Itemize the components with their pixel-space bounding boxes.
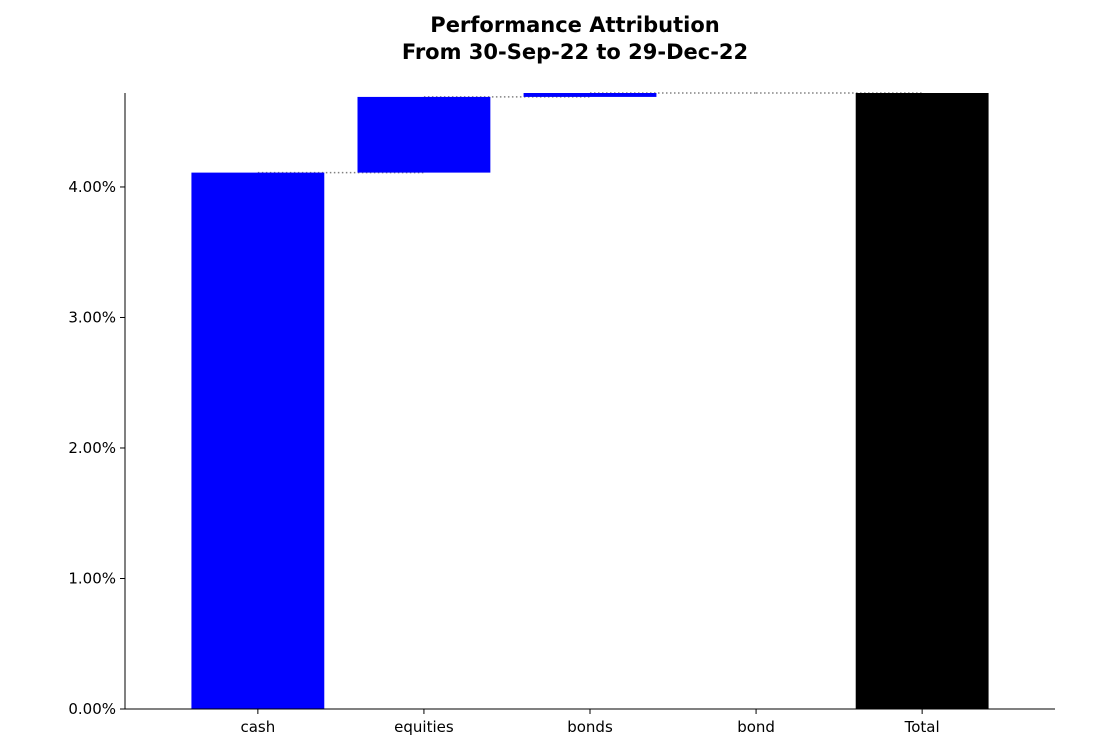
chart-subtitle: From 30-Sep-22 to 29-Dec-22: [402, 40, 748, 64]
bar-total: [855, 93, 989, 709]
bar-cash: [191, 172, 325, 709]
axis-layer: 0.00% 1.00% 2.00% 3.00% 4.00% cash equities bon…: [68, 93, 1055, 736]
x-tick-label-total: Total: [904, 718, 940, 736]
chart-title: Performance Attribution: [430, 13, 719, 37]
x-tick-label-bond: bond: [737, 718, 775, 736]
x-tick-label-bonds: bonds: [567, 718, 613, 736]
y-tick-label: 4.00%: [68, 178, 116, 196]
y-tick-label: 3.00%: [68, 308, 116, 326]
bar-equities: [357, 96, 491, 173]
y-tick-label: 2.00%: [68, 439, 116, 457]
bar-bonds: [523, 93, 657, 97]
y-tick-label: 0.00%: [68, 700, 116, 718]
y-tick-label: 1.00%: [68, 569, 116, 587]
x-tick-label-equities: equities: [394, 718, 454, 736]
x-tick-label-cash: cash: [240, 718, 275, 736]
bar-layer: [191, 93, 989, 709]
